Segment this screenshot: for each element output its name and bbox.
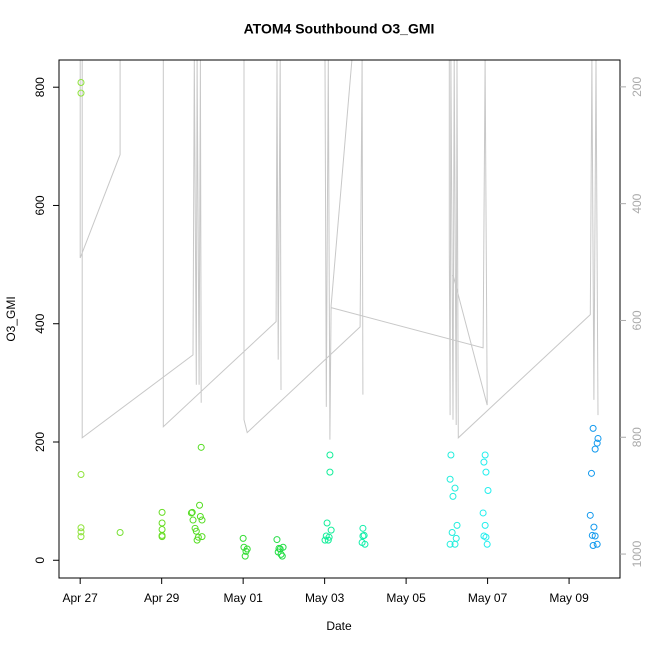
point <box>326 468 334 476</box>
plot-frame <box>58 59 621 579</box>
point <box>360 531 368 539</box>
y2-tick-label: 600 <box>630 310 644 330</box>
x-tick-label: Apr 27 <box>63 591 99 605</box>
point <box>326 451 334 459</box>
point <box>481 451 489 459</box>
point <box>279 543 287 551</box>
point <box>158 519 166 527</box>
point-layer <box>77 78 602 560</box>
point <box>158 508 166 516</box>
point <box>158 533 166 541</box>
point <box>361 540 369 548</box>
point <box>187 509 195 517</box>
point <box>587 469 595 477</box>
y-tick-label: 0 <box>33 557 47 564</box>
point <box>446 475 454 483</box>
point <box>323 519 331 527</box>
point <box>586 511 594 519</box>
point <box>590 523 598 531</box>
point <box>77 89 85 97</box>
point <box>196 501 204 509</box>
point <box>277 550 285 558</box>
pressure-line <box>79 60 599 440</box>
point <box>198 516 206 524</box>
point <box>482 533 490 541</box>
x-tick-label: May 07 <box>468 591 508 605</box>
point <box>484 486 492 494</box>
point <box>591 445 599 453</box>
point <box>241 552 249 560</box>
y-tick-label: 600 <box>33 195 47 215</box>
x-tick-label: May 05 <box>386 591 426 605</box>
point <box>77 471 85 479</box>
point <box>593 439 601 447</box>
point <box>483 540 491 548</box>
point <box>325 533 333 541</box>
y2-tick-label: 800 <box>630 427 644 447</box>
point <box>192 527 200 535</box>
point <box>324 536 332 544</box>
x-tick-label: May 09 <box>549 591 589 605</box>
point <box>589 424 597 432</box>
point <box>198 533 206 541</box>
point <box>588 531 596 539</box>
point <box>479 509 487 517</box>
point <box>481 521 489 529</box>
point <box>591 532 599 540</box>
point <box>196 513 204 521</box>
point <box>453 521 461 529</box>
point <box>327 526 335 534</box>
point <box>275 544 283 552</box>
y2-tick-label: 200 <box>630 77 644 97</box>
point <box>189 516 197 524</box>
point <box>593 540 601 548</box>
point <box>446 540 454 548</box>
y-tick-label: 200 <box>33 432 47 452</box>
point <box>594 434 602 442</box>
point <box>77 533 85 541</box>
x-tick-label: May 03 <box>305 591 345 605</box>
point <box>273 536 281 544</box>
point <box>77 524 85 532</box>
y-axis-label: O3_GMI <box>4 296 18 341</box>
point <box>239 534 247 542</box>
line-layer <box>79 60 599 440</box>
x-axis-label: Date <box>326 619 352 633</box>
point <box>197 443 205 451</box>
point <box>77 528 85 536</box>
point <box>278 552 286 560</box>
x-tick-label: May 01 <box>223 591 263 605</box>
point <box>193 536 201 544</box>
x-tick-label: Apr 29 <box>144 591 180 605</box>
y-tick-label: 800 <box>33 77 47 97</box>
y2-tick-label: 1000 <box>630 540 644 567</box>
point <box>359 524 367 532</box>
point <box>482 468 490 476</box>
point <box>448 528 456 536</box>
point <box>480 458 488 466</box>
chart-title: ATOM4 Southbound O3_GMI <box>244 21 435 37</box>
point <box>243 545 251 553</box>
point <box>77 78 85 86</box>
point <box>452 534 460 542</box>
point <box>449 492 457 500</box>
y2-tick-label: 400 <box>630 193 644 213</box>
point <box>116 528 124 536</box>
point <box>589 541 597 549</box>
point <box>188 508 196 516</box>
point <box>451 484 459 492</box>
point <box>447 451 455 459</box>
y-tick-label: 400 <box>33 313 47 333</box>
